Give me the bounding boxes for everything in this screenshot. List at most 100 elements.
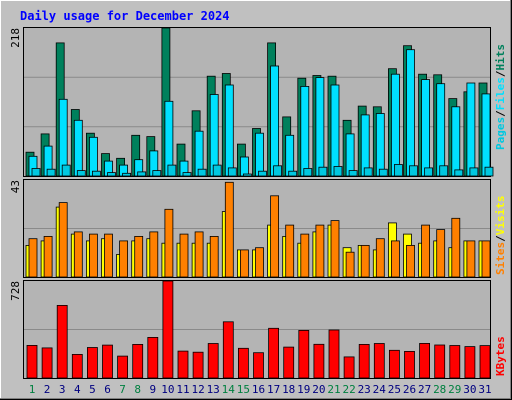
x-tick-label: 3: [59, 383, 66, 396]
kbytes-bar: [449, 345, 461, 379]
pages-bar: [122, 172, 131, 177]
svg-text:Pages/Files/Hits: Pages/Files/Hits: [494, 44, 507, 150]
kbytes-bar: [253, 352, 264, 379]
files-bar: [390, 73, 400, 177]
files-bar: [375, 113, 385, 177]
pages-bar: [439, 165, 449, 177]
legend-separator: /: [494, 70, 507, 77]
x-tick-label: 10: [161, 383, 174, 396]
kbytes-bar: [479, 345, 491, 379]
sites-bar: [43, 235, 53, 278]
sites-bar: [194, 231, 204, 278]
pages-bar: [31, 168, 41, 177]
kbytes-bar: [87, 347, 98, 379]
x-tick-label: 16: [252, 383, 265, 396]
x-tick-label: 28: [433, 383, 446, 396]
x-tick-label: 1: [29, 383, 36, 396]
sites-bar: [73, 231, 83, 278]
kbytes-bar: [434, 344, 446, 379]
pages-bar: [469, 167, 479, 177]
kbytes-bar: [147, 336, 159, 379]
x-tick-label: 8: [134, 383, 141, 396]
files-bar: [209, 94, 219, 177]
sites-bar: [451, 217, 461, 278]
svg-text:Sites/Visits: Sites/Visits: [494, 196, 507, 276]
sites-bar: [164, 208, 174, 278]
x-tick-label: 22: [342, 383, 355, 396]
x-tick-label: 18: [282, 383, 295, 396]
pages-bar: [92, 170, 101, 177]
x-tick-label: 26: [403, 383, 416, 396]
pages-bar: [167, 164, 177, 177]
x-tick-label: 15: [237, 383, 250, 396]
legend-sites: Sites: [494, 242, 507, 275]
files-bar: [345, 133, 355, 177]
kbytes-bar: [313, 343, 325, 379]
pages-bar: [318, 166, 328, 177]
kbytes-bar: [404, 350, 415, 379]
pages-bar: [393, 164, 403, 177]
sites-bar: [224, 181, 234, 278]
sites-bar: [315, 224, 325, 278]
pages-bar: [454, 169, 464, 177]
sites-bar: [345, 251, 355, 278]
pages-bar: [182, 172, 192, 177]
files-bar: [270, 65, 280, 177]
x-tick-label: 30: [463, 383, 476, 396]
kbytes-bar: [192, 351, 204, 379]
files-bar: [239, 156, 249, 177]
files-bar: [406, 49, 415, 177]
x-tick-label: 20: [312, 383, 325, 396]
pages-bar: [242, 173, 252, 177]
x-tick-label: 17: [267, 383, 280, 396]
x-tick-label: 14: [222, 383, 236, 396]
sites-bar: [28, 238, 38, 278]
x-axis-labels: 1 2 3 4 5 6 7 8 9 10 11 12 13 14 15 16 17 18 19 20 21 22 23 24 2…: [29, 383, 492, 396]
pages-bar: [378, 168, 388, 177]
files-bar: [300, 86, 310, 177]
hits-ymax-label: 218: [9, 28, 22, 48]
pages-bar: [258, 170, 267, 177]
files-bar: [466, 82, 476, 177]
pages-bar: [409, 165, 418, 177]
pages-bar: [137, 171, 147, 177]
files-bar: [58, 98, 68, 177]
kbytes-bar: [41, 347, 53, 379]
files-bar: [224, 84, 234, 177]
kbytes-bar: [237, 347, 249, 379]
files-bar: [89, 136, 98, 177]
kbytes-bar: [298, 329, 310, 379]
kbytes-bar: [102, 344, 113, 379]
kbytes-bar: [117, 355, 128, 379]
sites-bar: [466, 240, 476, 278]
pages-bar: [197, 168, 207, 177]
kbytes-bar: [162, 280, 174, 379]
x-tick-label: 4: [74, 383, 81, 396]
kbytes-bar: [419, 342, 431, 379]
legend-visits: Visits: [494, 196, 507, 236]
legend-separator: /: [494, 110, 507, 117]
sites-bar: [360, 244, 370, 278]
x-tick-label: 29: [448, 383, 461, 396]
legend-files: Files: [494, 77, 507, 110]
files-bar: [285, 134, 295, 177]
files-bar: [360, 114, 370, 177]
bar-marks: [25, 27, 494, 379]
x-tick-label: 19: [297, 383, 310, 396]
x-tick-label: 27: [418, 383, 431, 396]
kbytes-bar: [373, 343, 385, 379]
kbytes-bar: [283, 346, 295, 379]
x-tick-label: 23: [358, 383, 371, 396]
sites-bar: [406, 244, 415, 278]
kbytes-bar: [328, 329, 340, 379]
legend-kbytes: KBytes: [494, 336, 507, 376]
x-tick-label: 13: [207, 383, 220, 396]
kbytes-bar: [207, 343, 219, 379]
sites-bar: [134, 235, 144, 278]
files-bar: [315, 77, 325, 177]
sites-bar: [390, 240, 400, 278]
legend-separator: /: [494, 235, 507, 242]
sites-bar: [481, 240, 491, 278]
files-bar: [255, 132, 264, 177]
